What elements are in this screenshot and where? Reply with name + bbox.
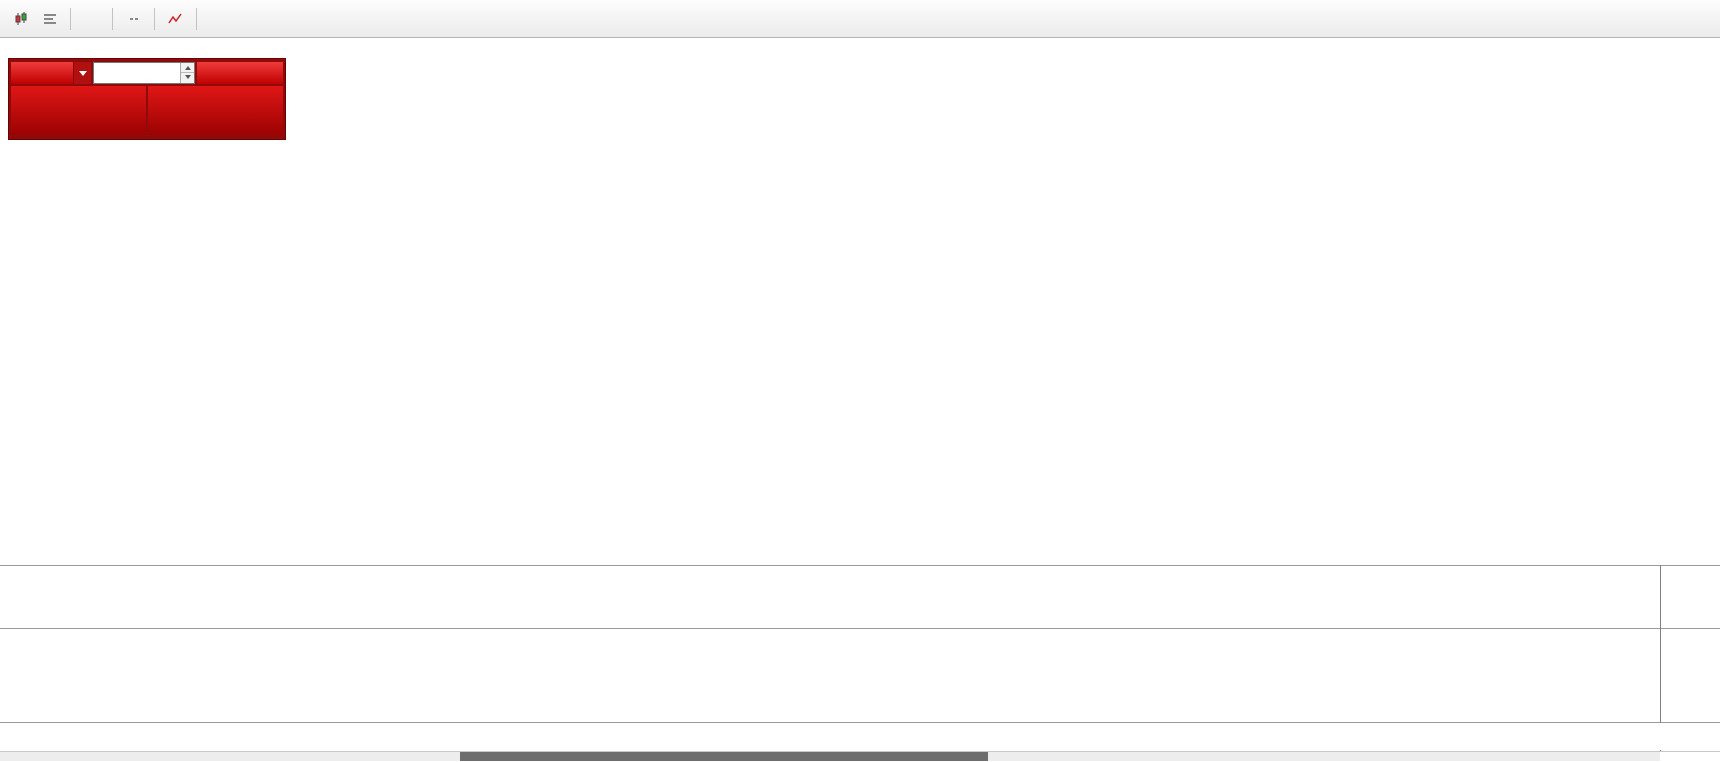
scrollbar-separator (0, 751, 1720, 752)
font-tool-button[interactable] (78, 6, 105, 32)
toolbar-separator (154, 7, 155, 30)
macd-indicator-label (8, 570, 19, 582)
buy-price-display[interactable] (148, 86, 283, 135)
caret-down-icon (78, 70, 87, 80)
toolbar-separator (196, 7, 197, 30)
toolbar-separator (70, 7, 71, 30)
sell-button[interactable] (11, 61, 73, 84)
volume-dropdown-button[interactable] (73, 61, 91, 84)
toolbar (0, 0, 1720, 38)
zigzag-icon (168, 13, 182, 23)
sell-price-display[interactable] (11, 86, 146, 135)
rsi-axis (1661, 630, 1720, 722)
volume-increase-button[interactable] (181, 62, 194, 73)
triangle-up-icon (184, 63, 191, 71)
volume-input[interactable] (94, 62, 180, 83)
triangle-down-icon (184, 74, 191, 82)
text-label-icon (129, 17, 138, 20)
line-studies-button[interactable] (162, 6, 189, 32)
chart-profile-e-button[interactable] (7, 6, 34, 32)
rsi-panel-canvas[interactable] (0, 630, 1660, 722)
volume-spinner (180, 62, 194, 83)
buy-button[interactable] (197, 61, 283, 84)
chart-title (10, 44, 13, 58)
macd-panel-canvas[interactable] (0, 567, 1660, 627)
bars-icon (43, 13, 56, 24)
text-label-tool-button[interactable] (120, 6, 147, 32)
candlestick-chart-icon (15, 11, 26, 25)
chart-profile-f-button[interactable] (36, 6, 63, 32)
panel-separator[interactable] (0, 565, 1720, 566)
rsi-indicator-label (8, 633, 14, 645)
panel-separator[interactable] (0, 722, 1720, 723)
trade-panel-prices (9, 86, 285, 137)
horizontal-scrollbar[interactable] (0, 752, 1660, 761)
price-axis[interactable] (1660, 39, 1720, 565)
volume-decrease-button[interactable] (181, 73, 194, 83)
time-axis[interactable] (0, 723, 1720, 750)
toolbar-separator (112, 7, 113, 30)
scrollbar-thumb[interactable] (460, 752, 988, 761)
volume-field (93, 61, 195, 84)
macd-axis (1661, 567, 1720, 627)
trade-panel-controls (9, 59, 285, 86)
one-click-trading-panel (8, 58, 286, 140)
panel-separator[interactable] (0, 628, 1720, 629)
